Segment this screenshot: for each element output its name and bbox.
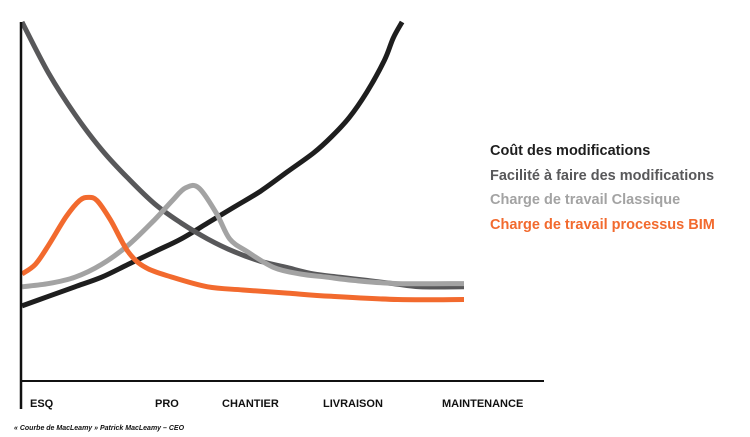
x-tick-label: MAINTENANCE (442, 398, 523, 410)
legend-item-4: Charge de travail processus BIM (490, 216, 715, 233)
x-tick-label: PRO (155, 398, 179, 410)
x-tick-label: LIVRAISON (323, 398, 383, 410)
series-line-1 (21, 20, 405, 309)
x-tick-labels: ESQ PRO CHANTIER LIVRAISON MAINTENANCE (30, 398, 523, 410)
legend-item-3: Charge de travail Classique (490, 192, 681, 208)
legend-item-1: Coût des modifications (490, 143, 651, 159)
x-tick-label: CHANTIER (222, 398, 279, 410)
legend-item-2: Facilité à faire des modifications (490, 167, 715, 184)
x-tick-label: ESQ (30, 398, 54, 410)
series-line-4 (20, 194, 465, 303)
series-layer (19, 20, 465, 309)
credit-caption: « Courbe de MacLeamy » Patrick MacLeamy … (14, 425, 185, 432)
series-line-3 (21, 182, 465, 290)
legend: Coût des modifications Facilité à faire d… (490, 139, 748, 237)
